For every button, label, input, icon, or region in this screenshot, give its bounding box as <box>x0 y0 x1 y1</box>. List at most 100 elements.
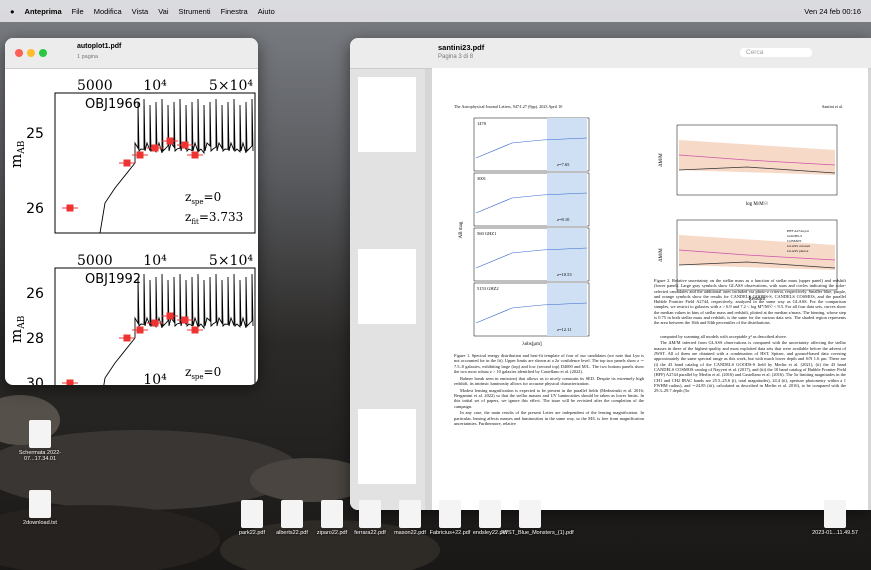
x-axis-label: log M/M☉ <box>746 201 769 207</box>
photometry-point <box>151 319 159 327</box>
panel-id: 3001 <box>477 176 486 181</box>
plot-frame <box>54 92 256 234</box>
photometry-point <box>123 334 131 342</box>
y-tick-label: 30 <box>26 376 44 385</box>
left-column: Figure 1. Spectral energy distribution a… <box>454 353 644 428</box>
panel-id: 1470 <box>477 121 487 126</box>
panel-redshift: z=12.11 <box>557 327 572 332</box>
file-icon <box>519 500 541 528</box>
file-name: 2023-01...11.49.57 <box>812 530 858 536</box>
file-icon <box>29 420 51 448</box>
running-header-author: Santini et al. <box>822 104 844 109</box>
y-axis-label: AB mag <box>459 221 464 238</box>
photometry-point <box>66 379 74 385</box>
desktop-file[interactable]: ziparo22.pdf <box>302 500 362 536</box>
y-tick-label: 25 <box>26 126 44 142</box>
thumbnail[interactable] <box>358 409 416 484</box>
file-name: endsley22.pdf <box>472 530 508 536</box>
photometry-point <box>66 204 74 212</box>
y-tick-label: 26 <box>26 286 44 302</box>
photometry-point <box>136 326 144 334</box>
search-field[interactable]: Cerca <box>740 48 812 57</box>
y-axis-label: mAB <box>7 315 27 343</box>
menu-items: File Modifica Vista Vai Strumenti Finestra Aiu… <box>72 7 275 16</box>
photometry-point <box>181 141 189 149</box>
desktop-file[interactable]: mason22.pdf <box>380 500 440 536</box>
file-icon <box>241 500 263 528</box>
legend-entry: GLASS photoz <box>787 249 809 253</box>
menu-bar: ● Anteprima File Modifica Vista Vai Strument… <box>0 0 871 22</box>
subscript: AB <box>17 140 27 154</box>
app-menu[interactable]: Anteprima <box>24 6 62 16</box>
legend-entry: HFF A2744 par <box>787 229 810 233</box>
top-tick-label: 5000 <box>77 253 113 269</box>
panel-band <box>547 228 587 281</box>
value: =0 <box>204 190 222 204</box>
desktop-file[interactable]: endsley22.pdf <box>460 500 520 536</box>
file-name: ziparo22.pdf <box>316 530 348 536</box>
menu-item[interactable]: File <box>71 6 84 16</box>
file-icon <box>321 500 343 528</box>
sed-curve <box>475 192 588 214</box>
figure-1-caption: Figure 1. Spectral energy distribution a… <box>454 353 644 374</box>
zoom-button[interactable] <box>39 49 47 57</box>
subscript: fit <box>191 218 199 226</box>
desktop-file[interactable]: 2download.txt <box>10 490 70 526</box>
menu-item[interactable]: Vai <box>158 6 169 16</box>
top-tick-label: 5×10⁴ <box>209 253 253 269</box>
minimize-button[interactable] <box>27 49 35 57</box>
sidebar <box>350 69 425 510</box>
photometry-point <box>123 159 131 167</box>
file-icon <box>281 500 303 528</box>
object-label: OBJ1966 <box>85 97 141 112</box>
desktop-file[interactable]: Schermata 2022-07...17.34.01 <box>10 420 70 462</box>
panel-band <box>547 283 587 336</box>
x-axis-label: λobs[μm] <box>522 342 542 347</box>
paragraph: Modest lensing magnification is expected… <box>454 387 644 409</box>
plot-frame <box>54 267 256 385</box>
file-name: mason22.pdf <box>394 530 426 536</box>
top-tick-label: 5000 <box>77 78 113 94</box>
panel-redshift: z=8.10 <box>557 217 570 222</box>
right-column: Figure 2. Relative uncertainty on the st… <box>654 278 846 395</box>
file-name: ferrara22.pdf <box>354 530 386 536</box>
menu-item[interactable]: Strumenti <box>178 6 211 16</box>
redshift-label: zspe=0 <box>185 190 221 206</box>
object-label: OBJ1992 <box>85 272 141 287</box>
photometry-point <box>166 312 174 320</box>
menu-item[interactable]: Aiuto <box>257 6 275 16</box>
menu-item[interactable]: Finestra <box>220 6 248 16</box>
figure-2-caption: Figure 2. Relative uncertainty on the st… <box>654 278 846 326</box>
paragraph: The ΔM/M inferred from GLASS observation… <box>654 340 846 394</box>
plots: 5000 10⁴ 5×10⁴ OBJ1966 25 26 mAB zspe=0 zfit=3.7… <box>7 78 256 385</box>
subscript: AB <box>17 315 27 329</box>
y-tick-label: 26 <box>26 201 44 217</box>
file-name: 2download.txt <box>23 520 57 526</box>
desktop-file[interactable]: Fabricius+22.pdf <box>420 500 480 536</box>
file-name: JWST_Blue_Monsters_(1).pdf <box>500 530 574 536</box>
menu-item[interactable]: Modifica <box>93 6 122 16</box>
desktop-file[interactable]: alberts22.pdf <box>262 500 322 536</box>
file-icon <box>399 500 421 528</box>
legend-entry: GLASS colorsel <box>787 244 810 248</box>
desktop-file[interactable]: park22.pdf <box>222 500 282 536</box>
menu-item[interactable]: Vista <box>131 6 149 16</box>
desktop-file[interactable]: 2023-01...11.49.57 <box>805 500 865 536</box>
value: =3.733 <box>199 210 243 224</box>
thumbnail[interactable] <box>358 249 416 324</box>
close-button[interactable] <box>15 49 23 57</box>
x-axis-label: Redshift <box>749 297 767 302</box>
paragraph: In any case, the main results of the pre… <box>454 410 644 427</box>
toolbar: santini23.pdf Pagina 3 di 8 Cerca <box>350 38 871 69</box>
panel-band <box>547 118 587 171</box>
median-curve <box>678 154 836 166</box>
paper-window: santini23.pdf Pagina 3 di 8 Cerca The As… <box>350 38 871 510</box>
pdf-page: The Astrophysical Journal Letters, 947:L… <box>432 68 868 510</box>
apple-icon[interactable]: ● <box>10 6 15 16</box>
desktop-file[interactable]: JWST_Blue_Monsters_(1).pdf <box>500 500 574 536</box>
spectrum <box>103 273 254 385</box>
desktop-file[interactable]: ferrara22.pdf <box>340 500 400 536</box>
sed-curve <box>475 247 588 269</box>
thumbnail[interactable] <box>358 77 416 152</box>
